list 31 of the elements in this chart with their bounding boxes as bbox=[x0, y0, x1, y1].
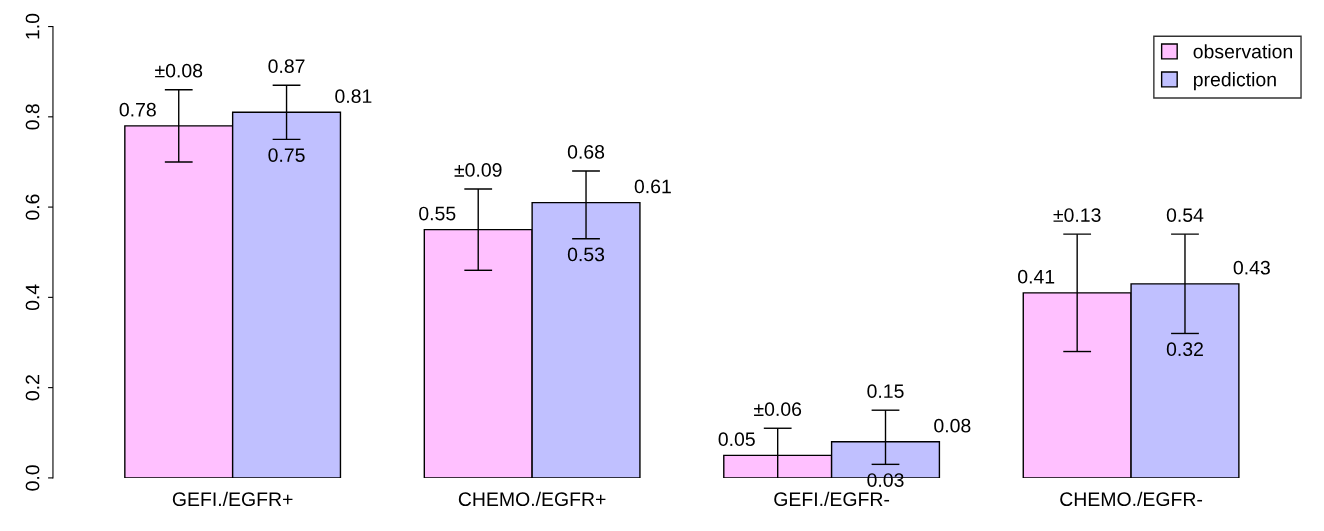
data-label: 0.41 bbox=[1018, 269, 1055, 284]
x-tick-label: CHEMO./EGFR- bbox=[1060, 491, 1203, 507]
data-label: 0.81 bbox=[335, 89, 372, 104]
x-tick-label: GEFI./EGFR+ bbox=[172, 491, 293, 507]
data-label: 0.08 bbox=[934, 418, 971, 433]
legend-label: observation bbox=[1193, 44, 1293, 59]
data-label: 0.61 bbox=[634, 179, 671, 194]
y-tick-label: 0.8 bbox=[25, 104, 40, 130]
x-tick-label: GEFI./EGFR- bbox=[774, 491, 890, 507]
y-tick-label: 1.0 bbox=[25, 13, 40, 39]
annotation: ±0.09 bbox=[454, 163, 502, 177]
annotation: ±0.13 bbox=[1053, 208, 1101, 222]
x-tick-label: CHEMO./EGFR+ bbox=[458, 491, 606, 507]
legend-label: prediction bbox=[1194, 72, 1276, 91]
y-tick-label: 0.0 bbox=[25, 465, 40, 491]
data-label: 0.55 bbox=[419, 206, 456, 221]
y-tick-label: 0.4 bbox=[25, 284, 40, 311]
y-tick-label: 0.6 bbox=[25, 194, 40, 220]
annotation: ±0.06 bbox=[754, 402, 802, 417]
annotation: 0.15 bbox=[867, 384, 904, 399]
annotation: 0.87 bbox=[268, 59, 305, 74]
data-label: 0.05 bbox=[718, 432, 755, 447]
y-tick-label: 0.2 bbox=[25, 375, 40, 401]
data-label: 0.78 bbox=[119, 102, 156, 117]
annotation: 0.54 bbox=[1166, 208, 1204, 222]
annotation: ±0.08 bbox=[155, 63, 203, 78]
annotation: 0.75 bbox=[268, 148, 305, 162]
annotation: 0.32 bbox=[1166, 342, 1203, 357]
annotation: 0.68 bbox=[567, 145, 605, 159]
annotation: 0.53 bbox=[567, 247, 605, 262]
data-label: 0.43 bbox=[1233, 260, 1270, 275]
